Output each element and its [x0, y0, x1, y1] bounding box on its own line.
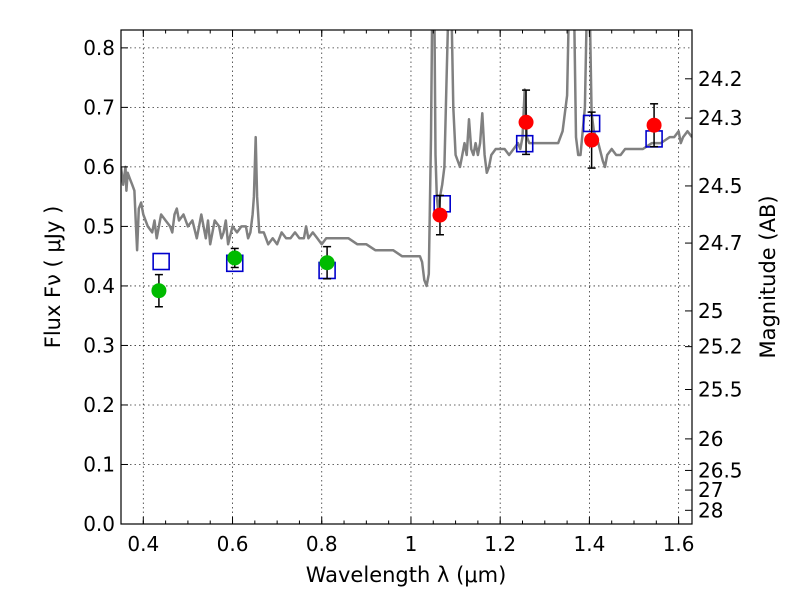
- x-tick-label: 1.4: [573, 532, 605, 556]
- model-flux-square: [152, 252, 170, 271]
- right-tick-label: 25: [698, 299, 723, 323]
- y-tick-label: 0.1: [83, 452, 115, 476]
- y-tick-label: 0.2: [83, 393, 115, 417]
- right-tick-label: 25.2: [698, 335, 743, 359]
- y-axis-label: Flux Fν ( μJy ): [41, 206, 65, 349]
- observed-flux-point: [432, 207, 448, 223]
- model-spectrum-line: [121, 30, 692, 288]
- grid: [121, 30, 692, 525]
- right-tick-label: 26: [698, 427, 723, 451]
- right-axis-label: Magnitude (AB): [756, 195, 780, 358]
- right-tick-label: 24.5: [698, 174, 743, 198]
- x-tick-label: 1.2: [484, 532, 516, 556]
- observed-flux-point: [518, 114, 534, 130]
- observed-flux-point: [646, 117, 662, 133]
- axis-ticks: 0.4 0.6 0.8 1 1.2 1.4 1.6 0.0 0.1 0.2 0.3 0.4 0.5 0.6…: [83, 30, 743, 556]
- y-tick-label: 0.8: [83, 36, 115, 60]
- data-points: [151, 89, 663, 308]
- right-tick-label: 26.5: [698, 458, 743, 482]
- x-tick-label: 1.6: [663, 532, 695, 556]
- y-tick-label: 0.0: [83, 512, 115, 536]
- model-spectrum: [121, 30, 692, 288]
- right-tick-label: 25.5: [698, 377, 743, 401]
- x-axis-label: Wavelength λ (μm): [306, 563, 507, 587]
- model-flux-square: [515, 134, 534, 153]
- y-tick-label: 0.6: [83, 155, 115, 179]
- y-tick-label: 0.3: [83, 333, 115, 357]
- right-tick-label: 28: [698, 498, 723, 522]
- x-tick-label: 0.4: [127, 532, 159, 556]
- observed-flux-point: [227, 250, 243, 266]
- observed-flux-point: [151, 283, 167, 299]
- right-tick-label: 24.3: [698, 106, 743, 130]
- observed-flux-point: [584, 132, 600, 148]
- right-tick-label: 27: [698, 478, 723, 502]
- y-tick-label: 0.4: [83, 274, 115, 298]
- x-tick-label: 1: [405, 532, 418, 556]
- y-tick-label: 0.5: [83, 214, 115, 238]
- observed-flux-point: [319, 255, 335, 271]
- plot-frame: [120, 29, 693, 525]
- right-tick-label: 24.2: [698, 67, 743, 91]
- x-tick-label: 0.6: [217, 532, 249, 556]
- right-tick-label: 24.7: [698, 231, 743, 255]
- x-tick-label: 0.8: [306, 532, 338, 556]
- y-tick-label: 0.7: [83, 95, 115, 119]
